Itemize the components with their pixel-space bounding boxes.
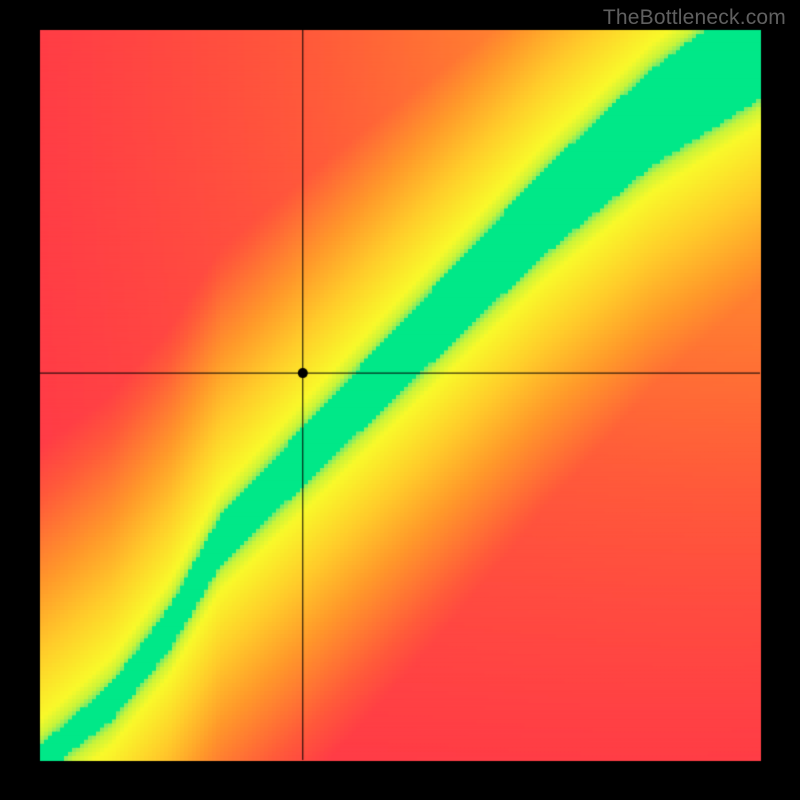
watermark-text: TheBottleneck.com bbox=[603, 6, 786, 30]
heatmap-canvas bbox=[0, 0, 800, 800]
chart-container: TheBottleneck.com bbox=[0, 0, 800, 800]
